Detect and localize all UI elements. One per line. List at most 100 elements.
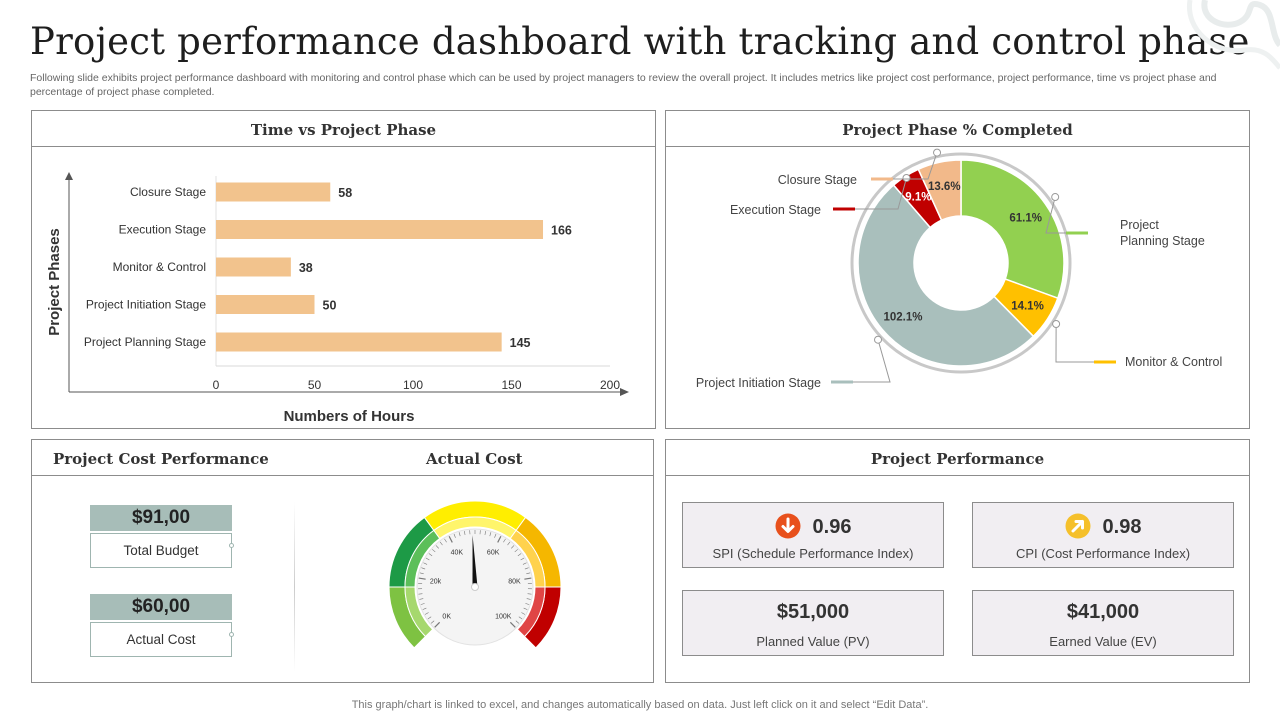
gauge-tick-label: 100K — [495, 613, 512, 620]
donut-value-label: 61.1% — [1009, 213, 1042, 225]
gauge-tick-label: 0K — [442, 613, 451, 620]
donut-slice-planning — [960, 159, 1065, 300]
gauge-tick — [497, 535, 502, 543]
gauge-tick-label: 60K — [487, 549, 500, 556]
total-budget-value: $91,00 — [90, 505, 232, 531]
bar-category-label: Execution Stage — [119, 223, 207, 237]
footer-note: This graph/chart is linked to excel, and… — [351, 699, 929, 711]
callout-dot — [874, 335, 883, 344]
planned-value-label: Planned Value (PV) — [756, 634, 870, 649]
phase-completed-panel: Project Phase % Completed 61.1% 14.1% 102.… — [665, 110, 1250, 429]
phase-completed-chart: 61.1% 14.1% 102.1% 9.1%13.6% Project Planning… — [696, 148, 1222, 390]
gauge-tick — [464, 530, 466, 535]
callout-dot — [1051, 193, 1060, 202]
time-vs-phase-title: Time vs Project Phase — [250, 121, 437, 139]
callout-dot — [1052, 319, 1061, 328]
gauge-tick — [458, 532, 461, 537]
arrow-down-circle-icon — [775, 513, 801, 539]
gauge-tick — [514, 549, 518, 553]
gauge-tick — [484, 530, 486, 535]
donut-value-label: 13.6% — [928, 181, 961, 193]
callout-label-line: Project Initiation Stage — [696, 376, 821, 390]
gauge-tick — [427, 616, 432, 620]
bar-category-label: Monitor & Control — [113, 260, 206, 274]
gauge-tick — [525, 603, 530, 605]
gauge-tick — [524, 577, 532, 580]
gauge-tick — [524, 567, 529, 570]
callout-line — [1055, 323, 1116, 363]
bar-value-label: 166 — [551, 224, 572, 238]
gauge-tick — [523, 607, 528, 610]
phase-completed-title: Project Phase % Completed — [842, 121, 1073, 139]
total-budget-label: Total Budget — [123, 543, 199, 558]
x-tick-label: 0 — [213, 378, 220, 392]
gauge-tick — [511, 545, 515, 549]
gauge-tick — [520, 557, 525, 561]
bar — [216, 182, 331, 202]
spi-label: SPI (Schedule Performance Index) — [712, 546, 914, 561]
gauge-tick — [503, 538, 506, 543]
bar-value-label: 38 — [299, 261, 313, 275]
planned-value: $51,000 — [776, 601, 850, 623]
time-vs-phase-panel: Time vs Project Phase Closure Stage 58 Exe… — [31, 110, 656, 429]
cpi-value-row: 0.98 — [973, 513, 1233, 539]
gauge-tick — [430, 620, 435, 624]
gauge-tick — [527, 593, 532, 595]
x-axis-arrow-icon — [620, 388, 629, 396]
callout-line — [831, 339, 891, 383]
gauge-tick — [422, 607, 427, 610]
gauge-tick — [518, 616, 523, 620]
callout-label: Monitor & Control — [1125, 355, 1222, 369]
gauge-tick — [489, 532, 492, 537]
gauge-tick — [515, 620, 520, 624]
bar-value-label: 58 — [338, 186, 352, 200]
project-performance-panel: Project Performance 0.96 SPI (Schedule P… — [665, 439, 1250, 683]
planned-value-card: $51,000 Planned Value (PV) — [682, 590, 944, 656]
spi-value: 0.96 — [812, 516, 852, 538]
gauge-tick — [418, 593, 423, 595]
arrow-up-right-circle-icon — [1065, 513, 1091, 539]
gauge-inner-band — [516, 586, 546, 638]
callout-label: Execution Stage — [730, 203, 821, 217]
panel-divider — [294, 502, 295, 672]
cpi-label: CPI (Cost Performance Index) — [1015, 546, 1191, 561]
callout-label: Project Initiation Stage — [696, 376, 821, 390]
gauge-tick — [522, 562, 527, 565]
time-vs-phase-header: Time vs Project Phase — [32, 111, 655, 147]
gauge-tick — [448, 535, 453, 543]
gauge-tick — [428, 553, 433, 557]
phase-completed-header: Project Phase % Completed — [666, 111, 1249, 147]
callout-label-line: Execution Stage — [730, 203, 821, 217]
cost-performance-panel: Project Cost Performance Actual Cost $91… — [31, 439, 654, 683]
callout-label-line: Planning Stage — [1120, 234, 1205, 248]
page-title: Project performance dashboard with track… — [30, 20, 1250, 63]
gauge-tick — [423, 562, 428, 565]
earned-value: $41,000 — [1066, 601, 1140, 623]
gauge-tick — [494, 533, 497, 538]
gauge-tick — [434, 621, 441, 628]
gauge-tick — [521, 612, 526, 615]
donut-outer-ring — [850, 152, 1072, 374]
bar — [216, 257, 291, 277]
gauge-tick-label: 20k — [430, 579, 442, 586]
y-axis-title: Project Phases — [46, 228, 63, 336]
callout-dot — [902, 173, 911, 182]
gauge-tick — [419, 598, 424, 600]
gauge-tick — [421, 567, 426, 570]
bar-category-label: Project Initiation Stage — [86, 298, 206, 312]
bar — [216, 295, 315, 314]
decorative-swirl-icon — [1187, 0, 1280, 70]
callout-label: Closure Stage — [778, 173, 857, 187]
cpi-value: 0.98 — [1102, 516, 1142, 538]
gauge-tick — [526, 598, 531, 600]
donut-slice-initiation — [857, 184, 1035, 367]
gauge-tick — [453, 533, 456, 538]
project-performance-header: Project Performance — [666, 440, 1249, 476]
bar-value-label: 50 — [323, 299, 337, 313]
gauge-tick — [418, 577, 426, 580]
bar-value-label: 145 — [510, 336, 531, 350]
callout-label-line: Closure Stage — [778, 173, 857, 187]
actual-cost-box: Actual Cost — [90, 622, 234, 657]
gauge-needle — [472, 535, 478, 588]
page-subtitle: Following slide exhibits project perform… — [30, 72, 1217, 98]
